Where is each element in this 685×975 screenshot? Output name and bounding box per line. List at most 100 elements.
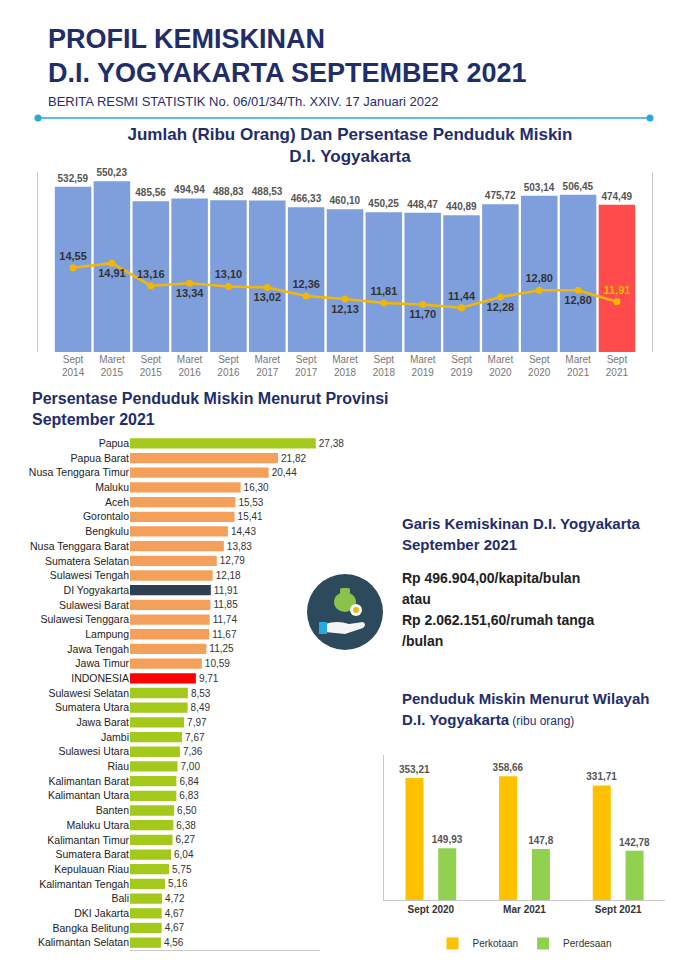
svg-text:494,94: 494,94 (174, 184, 205, 195)
svg-text:6,50: 6,50 (177, 805, 197, 816)
svg-text:488,83: 488,83 (213, 186, 244, 197)
svg-text:488,53: 488,53 (252, 186, 283, 197)
svg-text:Sulawesi Tengah: Sulawesi Tengah (50, 569, 129, 581)
svg-text:Jawa Barat: Jawa Barat (76, 716, 129, 728)
svg-text:12,28: 12,28 (487, 301, 515, 313)
svg-text:11,91: 11,91 (603, 284, 630, 296)
svg-text:15,53: 15,53 (238, 497, 263, 508)
svg-text:Sulawesi Utara: Sulawesi Utara (58, 745, 129, 757)
svg-text:506,45: 506,45 (563, 181, 594, 192)
svg-text:Sept2015: Sept2015 (140, 354, 163, 378)
svg-text:Perkotaan: Perkotaan (473, 938, 519, 949)
svg-text:Sept2019: Sept2019 (450, 354, 473, 378)
svg-text:Lampung: Lampung (85, 628, 129, 640)
svg-text:Sept 2021: Sept 2021 (595, 904, 642, 915)
svg-text:DI Yogyakarta: DI Yogyakarta (64, 584, 130, 596)
svg-text:Maluku Utara: Maluku Utara (67, 819, 130, 831)
svg-text:12,79: 12,79 (220, 555, 245, 566)
svg-text:Sept2018: Sept2018 (373, 354, 396, 378)
svg-text:Bangka Belitung: Bangka Belitung (53, 922, 130, 934)
svg-text:11,25: 11,25 (209, 643, 234, 654)
svg-text:Jambi: Jambi (101, 731, 129, 743)
svg-text:Jawa Tengah: Jawa Tengah (67, 643, 129, 655)
svg-text:6,84: 6,84 (179, 776, 199, 787)
svg-text:6,27: 6,27 (176, 834, 196, 845)
svg-text:Maret2021: Maret2021 (565, 354, 591, 378)
svg-text:4,67: 4,67 (165, 922, 185, 933)
svg-text:7,97: 7,97 (187, 717, 207, 728)
svg-text:6,38: 6,38 (176, 820, 196, 831)
svg-text:Sept2014: Sept2014 (62, 354, 85, 378)
svg-text:Maret2018: Maret2018 (332, 354, 358, 378)
svg-text:8,49: 8,49 (191, 702, 211, 713)
svg-text:5,75: 5,75 (172, 864, 192, 875)
svg-text:12,18: 12,18 (216, 570, 241, 581)
svg-text:INDONESIA: INDONESIA (71, 672, 129, 684)
svg-text:Papua: Papua (99, 437, 130, 449)
svg-text:Maluku: Maluku (95, 481, 129, 493)
svg-text:532,59: 532,59 (58, 173, 89, 184)
svg-text:Nusa Tenggara Timur: Nusa Tenggara Timur (29, 466, 130, 478)
svg-text:485,56: 485,56 (135, 187, 166, 198)
svg-text:8,53: 8,53 (191, 688, 211, 699)
svg-text:331,71: 331,71 (586, 771, 617, 782)
svg-text:7,67: 7,67 (185, 732, 205, 743)
svg-text:Sulawesi Barat: Sulawesi Barat (59, 599, 129, 611)
svg-text:Maret2020: Maret2020 (488, 354, 514, 378)
svg-text:11,81: 11,81 (370, 285, 397, 297)
svg-text:149,93: 149,93 (432, 834, 463, 845)
svg-text:13,83: 13,83 (227, 541, 252, 552)
svg-text:Banten: Banten (96, 804, 129, 816)
svg-text:11,85: 11,85 (213, 599, 238, 610)
svg-text:Sumatera Selatan: Sumatera Selatan (45, 555, 129, 567)
svg-text:Maret2015: Maret2015 (99, 354, 125, 378)
svg-text:27,38: 27,38 (319, 438, 344, 449)
svg-text:353,21: 353,21 (399, 764, 430, 775)
svg-text:Kalimantan Utara: Kalimantan Utara (48, 789, 129, 801)
svg-text:4,67: 4,67 (165, 908, 185, 919)
svg-text:11,70: 11,70 (409, 308, 436, 320)
svg-text:Maret2016: Maret2016 (177, 354, 203, 378)
svg-text:440,89: 440,89 (446, 201, 477, 212)
svg-text:Kepulauan Riau: Kepulauan Riau (54, 863, 129, 875)
svg-text:5,16: 5,16 (168, 878, 188, 889)
svg-text:11,44: 11,44 (448, 290, 476, 302)
svg-text:Aceh: Aceh (105, 496, 129, 508)
svg-text:466,33: 466,33 (291, 193, 322, 204)
svg-text:DKI Jakarta: DKI Jakarta (74, 907, 129, 919)
svg-text:Mar 2021: Mar 2021 (503, 904, 546, 915)
svg-text:Maret2017: Maret2017 (255, 354, 281, 378)
svg-text:474,49: 474,49 (601, 191, 632, 202)
svg-text:11,67: 11,67 (212, 629, 237, 640)
svg-text:Kalimantan Timur: Kalimantan Timur (47, 834, 129, 846)
svg-text:550,23: 550,23 (96, 167, 127, 178)
svg-text:Bengkulu: Bengkulu (85, 525, 129, 537)
svg-text:13,10: 13,10 (215, 268, 243, 280)
svg-text:14,55: 14,55 (59, 250, 87, 262)
svg-text:20,44: 20,44 (272, 467, 297, 478)
svg-text:10,59: 10,59 (205, 658, 230, 669)
svg-text:12,80: 12,80 (564, 294, 592, 306)
svg-text:Maret2019: Maret2019 (410, 354, 436, 378)
svg-text:Jawa Timur: Jawa Timur (75, 657, 129, 669)
svg-text:450,25: 450,25 (368, 198, 399, 209)
svg-text:16,30: 16,30 (244, 482, 269, 493)
svg-text:147,8: 147,8 (528, 835, 553, 846)
svg-text:13,34: 13,34 (176, 287, 204, 299)
svg-text:Sept2021: Sept2021 (606, 354, 629, 378)
svg-text:Sumatera Utara: Sumatera Utara (55, 701, 129, 713)
svg-text:14,91: 14,91 (98, 267, 126, 279)
svg-text:Sept2016: Sept2016 (217, 354, 240, 378)
svg-text:475,72: 475,72 (485, 190, 516, 201)
svg-text:7,00: 7,00 (181, 761, 201, 772)
svg-text:503,14: 503,14 (524, 182, 555, 193)
svg-text:Sept2017: Sept2017 (295, 354, 318, 378)
svg-text:Gorontalo: Gorontalo (83, 510, 129, 522)
svg-text:4,56: 4,56 (164, 937, 184, 948)
svg-text:6,83: 6,83 (179, 790, 199, 801)
svg-text:Sumatera Barat: Sumatera Barat (55, 848, 129, 860)
svg-text:11,74: 11,74 (213, 614, 238, 625)
svg-text:Sept2020: Sept2020 (528, 354, 551, 378)
svg-text:Kalimantan Selatan: Kalimantan Selatan (38, 936, 129, 948)
svg-text:13,16: 13,16 (137, 268, 165, 280)
